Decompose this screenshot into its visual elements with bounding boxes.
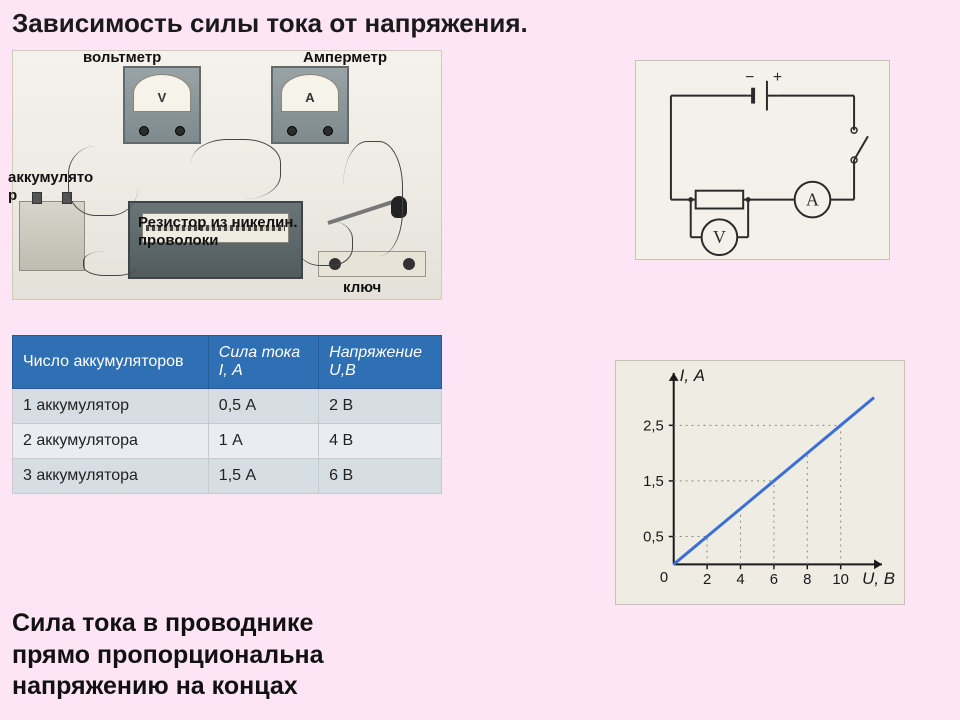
table-body: 1 аккумулятор0,5 А2 В2 аккумулятора1 А4 … (13, 389, 442, 494)
label-battery-1: аккумулято (8, 169, 93, 186)
circuit-schematic: − + A V (635, 60, 890, 260)
table-col-header: Сила тока I, А (208, 336, 318, 389)
svg-text:6: 6 (770, 572, 778, 588)
svg-text:0,5: 0,5 (643, 529, 664, 545)
table-cell: 3 аккумулятора (13, 459, 209, 494)
table-row: 2 аккумулятора1 А4 В (13, 424, 442, 459)
label-battery-2: р (8, 187, 17, 204)
svg-text:U, В: U, В (862, 569, 895, 588)
conclusion: Сила тока в проводнике прямо пропорциона… (12, 608, 492, 702)
circuit-svg: − + A V (636, 61, 889, 259)
page-title: Зависимость силы тока от напряжения. (12, 8, 528, 39)
svg-text:1,5: 1,5 (643, 474, 664, 490)
table-cell: 1 аккумулятор (13, 389, 209, 424)
table-col-header: Напряжение U,В (319, 336, 442, 389)
svg-text:A: A (806, 190, 819, 210)
ammeter: A (271, 66, 349, 144)
label-voltmeter: вольтметр (83, 49, 161, 66)
svg-text:10: 10 (832, 572, 849, 588)
conclusion-line-2: прямо пропорциональна (12, 640, 492, 671)
table-row: 3 аккумулятора1,5 А6 В (13, 459, 442, 494)
table-cell: 2 В (319, 389, 442, 424)
svg-text:8: 8 (803, 572, 811, 588)
battery (19, 201, 85, 271)
svg-text:+: + (773, 69, 782, 86)
table-cell: 1 А (208, 424, 318, 459)
table-header-row: Число аккумуляторовСила тока I, АНапряже… (13, 336, 442, 389)
label-ammeter: Амперметр (303, 49, 387, 66)
data-table: Число аккумуляторовСила тока I, АНапряже… (12, 335, 442, 494)
graph-svg: 0,5 1,5 2,5 2 4 6 8 10 I, А 0 U, В (616, 361, 904, 604)
conclusion-line-3: напряжению на концах (12, 671, 492, 702)
svg-text:I, А: I, А (680, 366, 705, 385)
table-row: 1 аккумулятор0,5 А2 В (13, 389, 442, 424)
table-cell: 6 В (319, 459, 442, 494)
svg-text:2,5: 2,5 (643, 418, 664, 434)
experiment-photo: V A вольтметр Амперметр аккумулято р Рез… (12, 50, 442, 300)
ammeter-symbol: A (273, 90, 347, 105)
conclusion-line-1: Сила тока в проводнике (12, 608, 492, 639)
svg-text:0: 0 (660, 570, 668, 586)
label-resistor-2: проволоки (138, 232, 218, 249)
svg-text:−: − (745, 69, 754, 86)
svg-text:V: V (713, 227, 726, 247)
label-switch: ключ (343, 279, 381, 296)
table-cell: 2 аккумулятора (13, 424, 209, 459)
iv-graph: 0,5 1,5 2,5 2 4 6 8 10 I, А 0 U, В (615, 360, 905, 605)
table-cell: 0,5 А (208, 389, 318, 424)
table-col-header: Число аккумуляторов (13, 336, 209, 389)
voltmeter: V (123, 66, 201, 144)
label-resistor-1: Резистор из никелин. (138, 214, 298, 231)
table: Число аккумуляторовСила тока I, АНапряже… (12, 335, 442, 494)
svg-text:2: 2 (703, 572, 711, 588)
voltmeter-symbol: V (125, 90, 199, 105)
table-cell: 4 В (319, 424, 442, 459)
svg-text:4: 4 (736, 572, 744, 588)
table-cell: 1,5 А (208, 459, 318, 494)
